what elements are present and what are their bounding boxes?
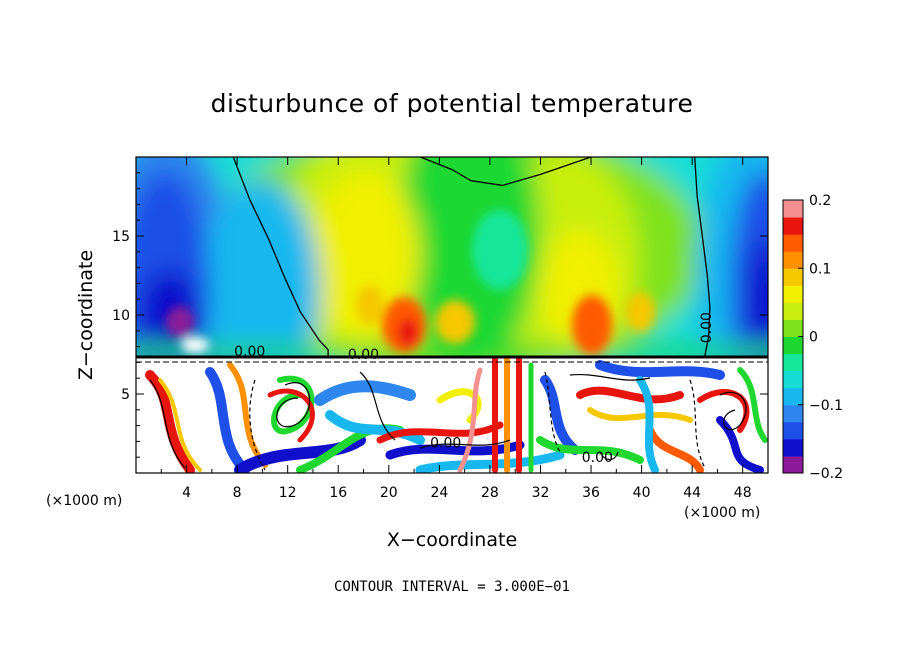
colorbar-swatch xyxy=(783,302,803,320)
contour-label: 0.00 xyxy=(582,450,613,466)
colorbar-swatch xyxy=(783,387,803,406)
x-tick-label: 32 xyxy=(532,485,550,501)
x-tick-label: 20 xyxy=(380,485,398,501)
colorbar: 0.2 0.1 0 −0.1 −0.2 xyxy=(782,193,843,482)
y-axis-ticks: 5 10 15 xyxy=(112,172,768,458)
contour-label: 0.00 xyxy=(430,436,461,452)
x-tick-label: 36 xyxy=(582,485,600,501)
y-tick-label: 15 xyxy=(112,229,130,245)
x-tick-label: 8 xyxy=(233,485,242,501)
colorbar-swatch xyxy=(783,370,803,389)
plot-area xyxy=(136,157,768,473)
x-tick-label: 24 xyxy=(430,485,448,501)
colorbar-swatch xyxy=(783,217,803,235)
zero-contours xyxy=(232,157,711,357)
colorbar-swatch xyxy=(783,353,803,372)
y-tick-label: 10 xyxy=(112,308,130,324)
colorbar-tick-label: −0.2 xyxy=(809,466,843,482)
contour-label: 0.00 xyxy=(348,347,379,363)
colorbar-swatch xyxy=(783,200,803,218)
x-tick-label: 28 xyxy=(481,485,499,501)
x-tick-label: 44 xyxy=(683,485,701,501)
contour-label: 0.00 xyxy=(699,312,715,343)
chart-title: disturbunce of potential temperature xyxy=(211,89,694,118)
x-tick-label: 12 xyxy=(279,485,297,501)
zero-contour-left xyxy=(232,157,329,357)
colorbar-tick-label: 0.2 xyxy=(809,193,831,209)
colorbar-swatch xyxy=(783,421,803,440)
colorbar-swatch xyxy=(783,268,803,286)
x-tick-label: 40 xyxy=(633,485,651,501)
colorbar-swatch xyxy=(783,404,803,423)
x-unit-right: (×1000 m) xyxy=(684,505,760,521)
x-unit-left: (×1000 m) xyxy=(46,493,122,509)
y-tick-label: 5 xyxy=(121,387,130,403)
colorbar-swatch xyxy=(783,251,803,269)
colorbar-swatch xyxy=(783,455,803,474)
colorbar-swatch xyxy=(783,336,803,355)
colorbar-swatch xyxy=(783,285,803,303)
zero-contour-right xyxy=(694,157,711,357)
colorbar-tick-label: −0.1 xyxy=(809,398,843,414)
colorbar-tick-label: 0 xyxy=(809,330,818,346)
colorbar-swatch xyxy=(783,234,803,252)
colorbar-tick-label: 0.1 xyxy=(809,261,831,277)
x-axis-ticks: 4 8 12 16 20 24 28 32 36 40 44 48 xyxy=(160,157,752,501)
x-axis-label: X−coordinate xyxy=(387,529,517,551)
x-tick-label: 4 xyxy=(182,485,191,501)
contour-label: 0.00 xyxy=(234,344,265,360)
x-tick-label: 48 xyxy=(734,485,752,501)
contour-interval: CONTOUR INTERVAL = 3.000E−01 xyxy=(334,579,570,595)
colorbar-swatch xyxy=(783,319,803,337)
contour-labels: 0.00 0.00 0.00 0.00 0.00 xyxy=(234,312,715,466)
zero-contour-top xyxy=(420,157,592,187)
y-axis-label: Z−coordinate xyxy=(75,250,97,380)
colorbar-swatch xyxy=(783,438,803,457)
x-tick-label: 16 xyxy=(329,485,347,501)
